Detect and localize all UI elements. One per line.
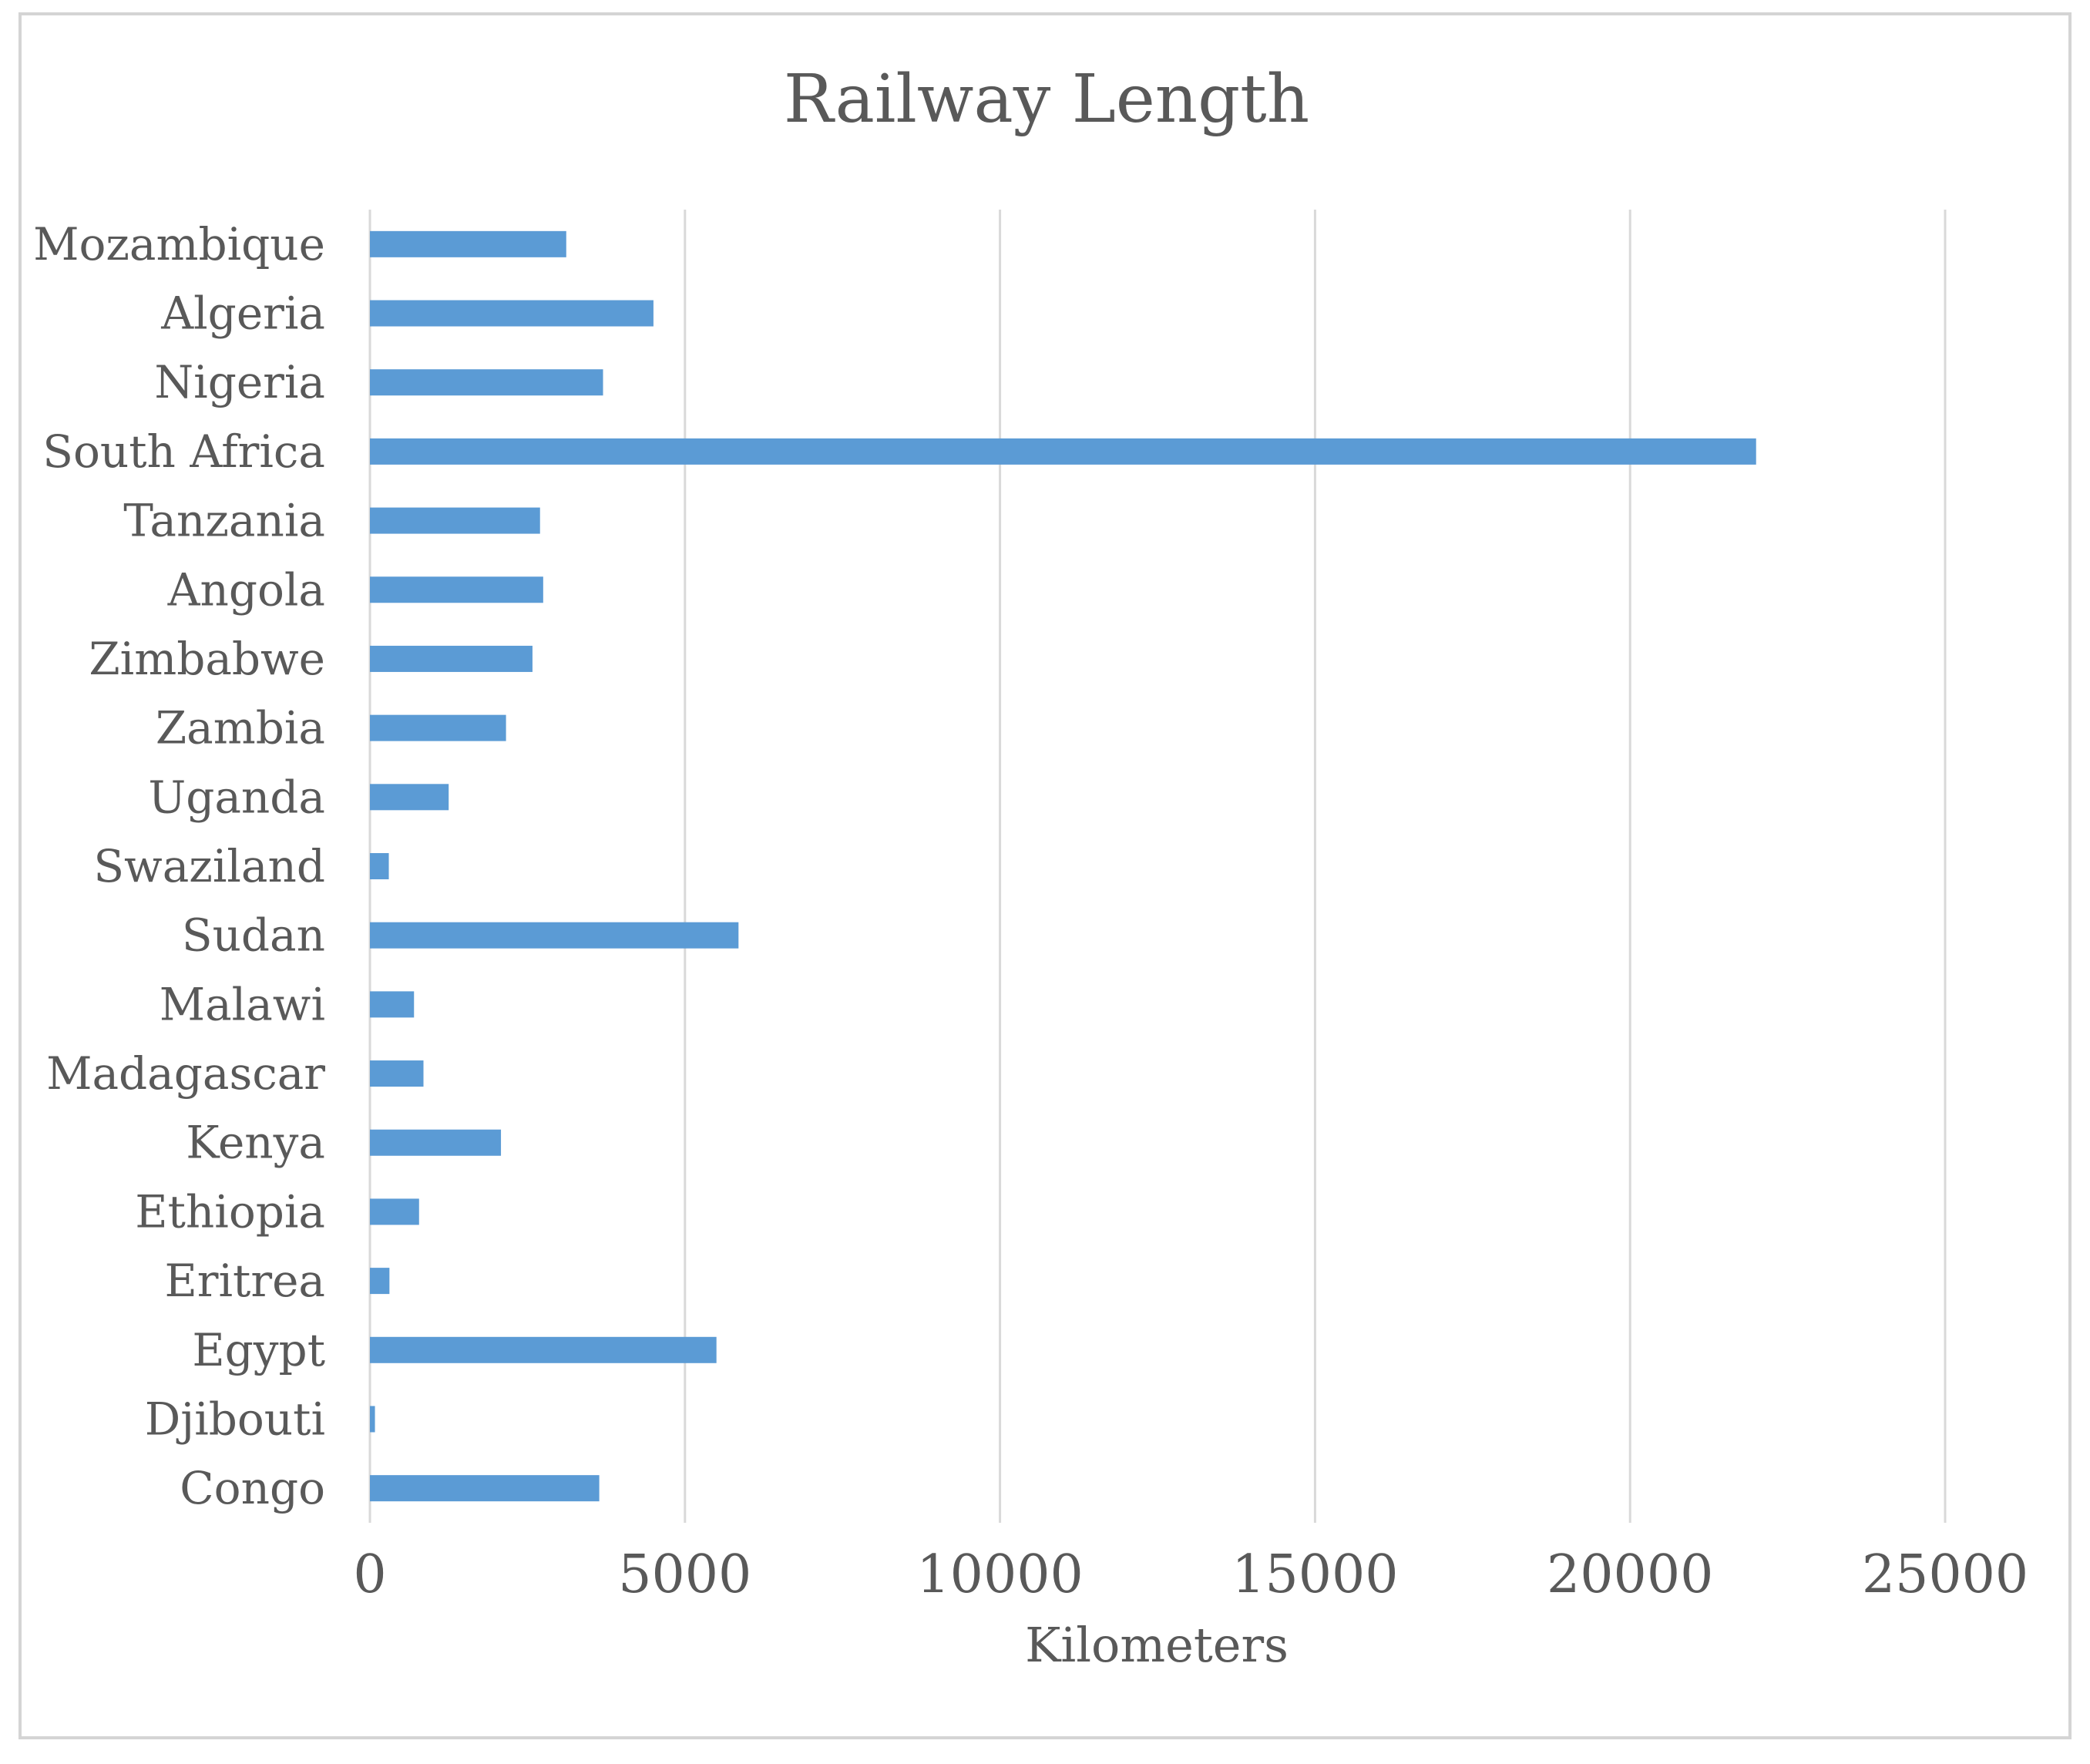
category-label: Congo [180, 1462, 325, 1514]
category-label: Madagascar [46, 1047, 325, 1100]
bar [370, 1198, 419, 1225]
category-label: Swaziland [93, 840, 325, 892]
category-labels: Mozambique Algeria Nigeria South Africa Tanz… [33, 218, 325, 1514]
x-tick-label: 20000 [1547, 1544, 1713, 1605]
bar [370, 853, 389, 879]
x-tick-label: 25000 [1862, 1544, 2028, 1605]
bar [370, 1129, 502, 1156]
bar [370, 1406, 375, 1433]
category-label: Eritrea [164, 1255, 325, 1307]
category-label: South Africa [42, 425, 325, 478]
chart-title: Railway Length [784, 61, 1309, 138]
x-tick-label: 5000 [618, 1544, 751, 1605]
bar [370, 1268, 390, 1295]
category-label: Mozambique [33, 218, 325, 270]
chart-frame: Railway Length Mozambique Algeria Nigeria S… [18, 12, 2072, 1739]
grid-lines [368, 210, 1947, 1523]
bars [370, 230, 1756, 1502]
category-label: Kenya [186, 1117, 325, 1169]
railway-length-chart: Railway Length Mozambique Algeria Nigeria S… [33, 61, 2028, 1673]
category-label: Nigeria [154, 356, 325, 408]
x-tick-label: 0 [353, 1544, 386, 1605]
category-label: Tanzania [123, 495, 325, 547]
bar [370, 576, 543, 603]
bar [370, 507, 540, 534]
bar [370, 1060, 424, 1087]
category-label: Algeria [160, 287, 325, 340]
bar [370, 369, 603, 396]
bar [370, 300, 654, 327]
category-label: Zimbabwe [89, 633, 325, 685]
bar [370, 1336, 717, 1363]
bar [370, 645, 533, 672]
category-label: Ethiopia [135, 1185, 325, 1238]
x-axis-title: Kilometers [1025, 1617, 1289, 1673]
bar [370, 714, 506, 741]
category-label: Zambia [156, 702, 325, 754]
category-label: Uganda [148, 771, 325, 823]
category-label: Djibouti [145, 1393, 325, 1445]
x-tick-label: 10000 [916, 1544, 1083, 1605]
x-tick-label: 15000 [1231, 1544, 1398, 1605]
category-label: Angola [167, 563, 325, 616]
category-label: Sudan [182, 909, 325, 962]
x-tick-labels: 0 5000 10000 15000 20000 25000 [353, 1544, 2028, 1605]
bar [370, 1475, 600, 1502]
bar [370, 991, 415, 1018]
category-label: Egypt [192, 1324, 325, 1376]
category-label: Malawi [160, 978, 325, 1030]
bar [370, 784, 449, 811]
bar [370, 438, 1756, 465]
bar [370, 922, 739, 949]
bar [370, 230, 566, 257]
